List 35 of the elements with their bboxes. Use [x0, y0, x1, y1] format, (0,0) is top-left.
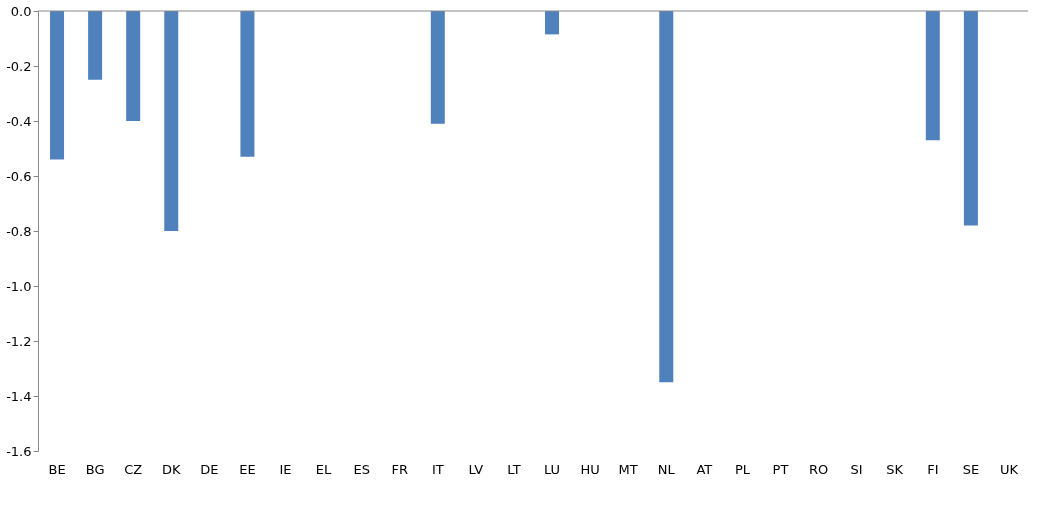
x-tick-label: DK [162, 461, 182, 477]
x-tick-label: IT [431, 461, 444, 477]
y-tick-label: -0.4 [6, 113, 32, 129]
x-tick-label: AT [696, 461, 713, 477]
x-tick-label: FR [391, 461, 408, 477]
y-tick-label: -0.8 [6, 223, 32, 239]
y-tick-label: 0.0 [10, 3, 32, 19]
x-tick-label: EE [239, 461, 256, 477]
x-tick-label: EL [315, 461, 333, 477]
x-tick-label: DE [200, 461, 219, 477]
y-tick-label: -0.2 [6, 58, 32, 74]
x-tick-label: SK [886, 461, 904, 477]
x-tick-label: MT [618, 461, 638, 477]
x-tick-label: NL [657, 461, 676, 477]
x-tick-label: UK [999, 461, 1019, 477]
x-tick-label: LV [468, 461, 484, 477]
x-tick-label: ES [353, 461, 370, 477]
x-tick-label: IE [279, 461, 292, 477]
x-tick-label: PT [772, 461, 789, 477]
x-tick-label: PL [734, 461, 751, 477]
x-tick-label: HU [580, 461, 600, 477]
y-tick-label: -1.4 [6, 388, 32, 404]
y-tick-label: -1.2 [6, 333, 32, 349]
x-tick-label: LU [543, 461, 561, 477]
y-tick-label: -1.6 [6, 443, 32, 459]
y-tick-label: -0.6 [6, 168, 32, 184]
x-tick-label: BG [85, 461, 105, 477]
x-tick-label: RO [808, 461, 829, 477]
x-tick-label: SI [850, 461, 863, 477]
y-tick-label: -1.0 [6, 278, 32, 294]
x-tick-label: CZ [124, 461, 143, 477]
x-tick-label: FI [927, 461, 939, 477]
x-tick-label: LT [507, 461, 521, 477]
x-tick-label: SE [962, 461, 980, 477]
x-tick-label: BE [48, 461, 66, 477]
